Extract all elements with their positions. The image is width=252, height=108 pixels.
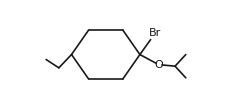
Text: O: O [154,60,163,70]
Text: Br: Br [149,28,161,38]
